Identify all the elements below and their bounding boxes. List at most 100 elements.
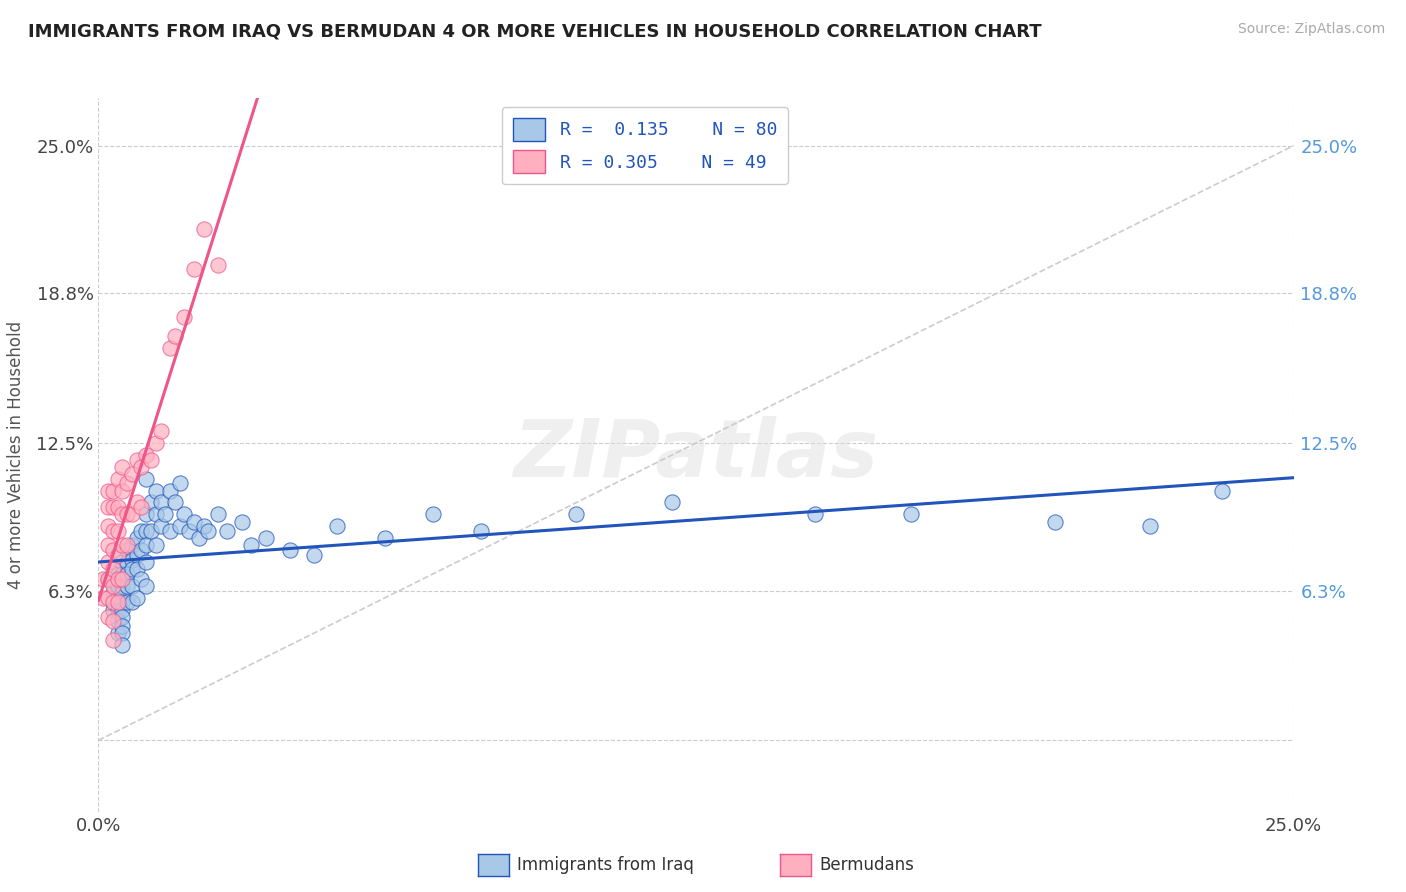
Point — [145, 508, 167, 522]
Point — [97, 572, 120, 586]
Point — [111, 579, 134, 593]
Point — [169, 476, 191, 491]
Point — [125, 452, 148, 467]
Point — [91, 591, 114, 605]
Point — [111, 459, 134, 474]
Point — [101, 595, 124, 609]
Point — [111, 619, 134, 633]
Point — [101, 483, 124, 498]
Point — [1139, 519, 1161, 533]
Point — [115, 555, 138, 569]
Point — [101, 500, 124, 515]
Point — [121, 552, 143, 566]
Point — [101, 615, 124, 629]
Point — [135, 579, 157, 593]
Point — [111, 626, 134, 640]
Point — [125, 591, 148, 605]
Point — [115, 595, 138, 609]
Point — [107, 524, 129, 538]
Point — [97, 609, 120, 624]
Point — [115, 476, 138, 491]
Point — [101, 562, 124, 576]
Point — [240, 538, 263, 552]
Point — [121, 562, 143, 576]
Point — [111, 602, 134, 616]
Point — [302, 548, 325, 562]
Point — [565, 508, 588, 522]
Point — [97, 572, 120, 586]
Point — [131, 572, 153, 586]
Point — [131, 500, 153, 515]
Point — [326, 519, 349, 533]
Legend: R =  0.135    N = 80, R = 0.305    N = 49: R = 0.135 N = 80, R = 0.305 N = 49 — [502, 107, 787, 185]
Point — [107, 566, 129, 581]
Point — [125, 562, 148, 576]
Point — [97, 591, 120, 605]
Point — [179, 524, 201, 538]
Text: Source: ZipAtlas.com: Source: ZipAtlas.com — [1237, 22, 1385, 37]
Point — [254, 531, 277, 545]
Point — [115, 566, 138, 581]
Point — [101, 595, 124, 609]
Point — [115, 543, 138, 558]
Point — [145, 436, 167, 450]
Point — [111, 572, 134, 586]
Point — [121, 467, 143, 481]
Point — [107, 595, 129, 609]
Point — [193, 519, 215, 533]
Point — [111, 586, 134, 600]
Text: Bermudans: Bermudans — [820, 856, 914, 874]
Point — [101, 579, 124, 593]
Point — [131, 524, 153, 538]
Point — [107, 602, 129, 616]
Point — [149, 424, 172, 438]
Point — [173, 310, 195, 324]
Point — [169, 519, 191, 533]
Point — [135, 508, 157, 522]
Point — [111, 483, 134, 498]
Y-axis label: 4 or more Vehicles in Household: 4 or more Vehicles in Household — [7, 321, 25, 589]
Point — [207, 508, 229, 522]
Point — [115, 508, 138, 522]
Point — [207, 258, 229, 272]
Point — [125, 531, 148, 545]
Point — [197, 524, 219, 538]
Point — [97, 483, 120, 498]
Point — [187, 531, 209, 545]
Point — [470, 524, 492, 538]
Point — [173, 508, 195, 522]
Point — [135, 448, 157, 462]
Point — [145, 483, 167, 498]
Point — [111, 555, 134, 569]
Point — [101, 586, 124, 600]
Point — [125, 495, 148, 509]
Point — [135, 472, 157, 486]
Point — [139, 495, 162, 509]
Point — [159, 524, 181, 538]
Point — [107, 615, 129, 629]
Point — [115, 579, 138, 593]
Point — [111, 538, 134, 552]
Point — [101, 633, 124, 648]
Text: Immigrants from Iraq: Immigrants from Iraq — [517, 856, 695, 874]
Point — [149, 495, 172, 509]
Point — [97, 555, 120, 569]
Point — [97, 500, 120, 515]
Text: ZIPatlas: ZIPatlas — [513, 416, 879, 494]
Point — [159, 483, 181, 498]
Point — [155, 508, 177, 522]
Point — [217, 524, 239, 538]
Point — [183, 515, 205, 529]
Point — [101, 524, 124, 538]
Point — [183, 262, 205, 277]
Point — [111, 609, 134, 624]
Point — [374, 531, 396, 545]
Point — [163, 329, 186, 343]
Point — [145, 538, 167, 552]
Point — [278, 543, 301, 558]
Point — [135, 524, 157, 538]
Point — [107, 572, 129, 586]
Point — [107, 548, 129, 562]
Point — [139, 524, 162, 538]
Point — [131, 459, 153, 474]
